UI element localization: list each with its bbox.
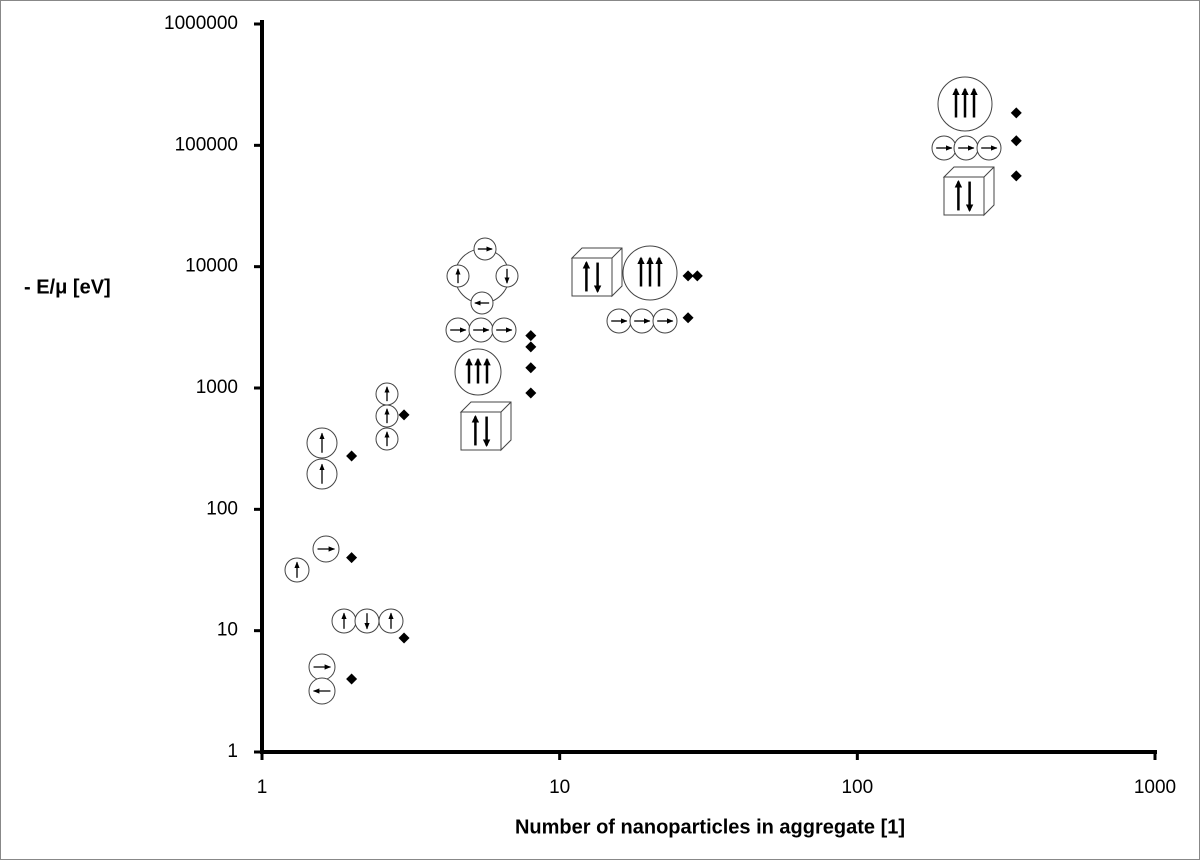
data-point — [525, 330, 537, 342]
data-point — [682, 312, 694, 324]
y-tick-label: 1 — [227, 741, 238, 762]
configuration-icons — [284, 76, 1002, 705]
data-point — [346, 552, 358, 564]
cube-face — [460, 411, 502, 451]
data-point — [398, 409, 410, 421]
x-tick-label: 1000 — [1134, 777, 1176, 798]
y-tick-label: 1000 — [196, 377, 238, 398]
data-point — [346, 450, 358, 462]
data-point — [682, 270, 694, 282]
x-tick-label: 100 — [841, 777, 873, 798]
data-point — [1010, 170, 1022, 182]
data-point — [398, 632, 410, 644]
data-point — [346, 673, 358, 685]
data-point — [525, 387, 537, 399]
y-tick-label: 10000 — [185, 256, 238, 277]
y-tick-label: 1000000 — [164, 13, 238, 34]
y-tick-label: 100000 — [175, 134, 238, 155]
y-axis-label: - E/μ [eV] — [24, 276, 111, 298]
data-point — [691, 270, 703, 282]
y-tick-label: 100 — [206, 498, 238, 519]
cube-face — [943, 176, 985, 216]
cube-face — [571, 257, 613, 297]
data-point — [1010, 135, 1022, 147]
data-point — [1010, 107, 1022, 119]
data-point — [525, 341, 537, 353]
data-point — [525, 362, 537, 374]
x-tick-label: 10 — [549, 777, 570, 798]
x-axis-label: Number of nanoparticles in aggregate [1] — [515, 816, 905, 838]
y-tick-label: 10 — [217, 620, 238, 641]
x-tick-label: 1 — [257, 777, 268, 798]
